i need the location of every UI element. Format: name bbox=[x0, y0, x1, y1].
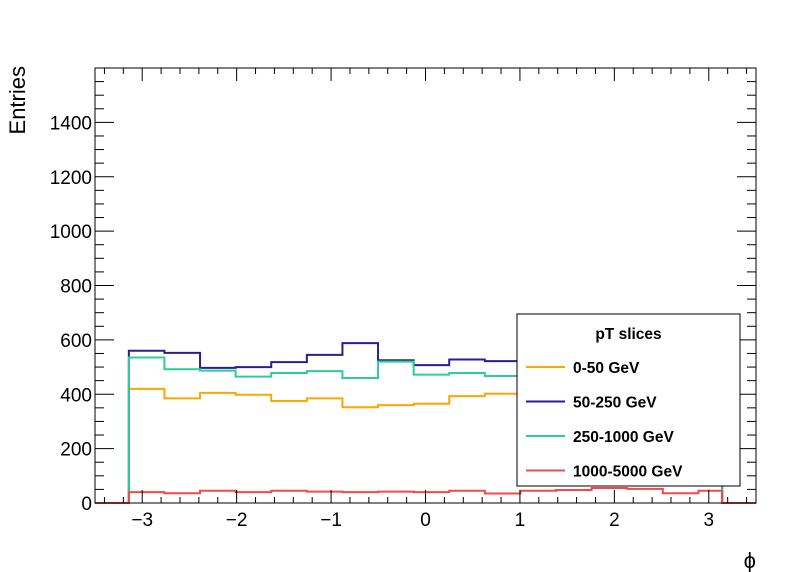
x-tick-label: 3 bbox=[703, 510, 714, 531]
y-tick-label: 400 bbox=[60, 385, 92, 406]
y-tick-label: 600 bbox=[60, 331, 92, 352]
y-tick-label: 1400 bbox=[50, 113, 92, 134]
x-tick-label: −3 bbox=[131, 510, 153, 531]
y-tick-label: 1200 bbox=[50, 168, 92, 189]
y-axis-title: Entries bbox=[5, 66, 30, 134]
legend-title: pT slices bbox=[595, 326, 661, 343]
x-tick-label: −1 bbox=[320, 510, 342, 531]
axis-ticks bbox=[95, 67, 756, 504]
y-tick-label: 0 bbox=[81, 494, 92, 515]
y-tick-label: 1000 bbox=[50, 222, 92, 243]
legend: pT slices 0-50 GeV 50-250 GeV 250-1000 GeV… bbox=[516, 313, 741, 487]
tick-labels: −3 −2 −1 0 1 2 3 0 200 400 600 800 1000 1200 1400 bbox=[50, 113, 714, 531]
x-axis-title: ϕ bbox=[744, 548, 756, 572]
legend-label-3: 1000-5000 GeV bbox=[573, 464, 683, 481]
y-tick-label: 800 bbox=[60, 277, 92, 298]
legend-box bbox=[516, 313, 741, 487]
y-tick-label: 200 bbox=[60, 440, 92, 461]
legend-entries: 0-50 GeV 50-250 GeV 250-1000 GeV 1000-5000 … bbox=[526, 360, 683, 481]
legend-label-0: 0-50 GeV bbox=[573, 360, 640, 377]
x-tick-label: 2 bbox=[609, 510, 620, 531]
x-tick-label: 1 bbox=[515, 510, 526, 531]
x-tick-label: 0 bbox=[420, 510, 431, 531]
legend-label-1: 50-250 GeV bbox=[573, 395, 657, 412]
series-line-3 bbox=[95, 487, 756, 504]
legend-label-2: 250-1000 GeV bbox=[573, 429, 674, 446]
x-tick-label: −2 bbox=[226, 510, 248, 531]
